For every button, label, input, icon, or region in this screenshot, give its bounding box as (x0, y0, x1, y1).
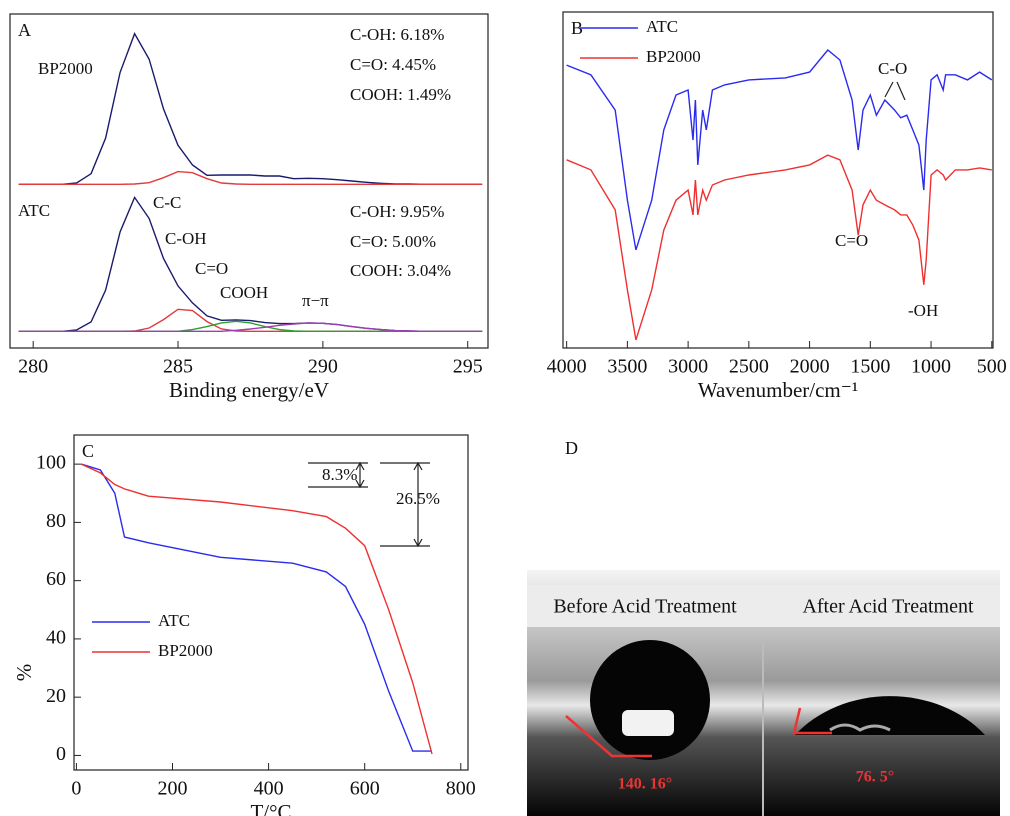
contact-angle: 76. 5° (856, 769, 894, 786)
annotation: π−π (302, 291, 329, 310)
photo-caption: After Acid Treatment (802, 596, 974, 618)
annotation: -OH (908, 301, 938, 320)
y-tick-label: 60 (46, 568, 66, 590)
plot-frame (9, 13, 489, 349)
angle-line (565, 715, 652, 758)
contact-angle-photo (527, 570, 1000, 816)
x-axis-label: T/°C (250, 800, 291, 816)
arrow (884, 81, 894, 98)
contact-angle: 140. 16° (618, 776, 672, 793)
panel-label: D (565, 438, 578, 458)
legend-label: BP2000 (646, 47, 701, 66)
annotation: C-OH: 6.18% (350, 25, 444, 44)
x-tick-label: 800 (446, 778, 476, 800)
legend-label: ATC (158, 611, 190, 630)
x-tick-label: 400 (254, 778, 284, 800)
y-tick-label: 40 (46, 627, 66, 649)
x-tick-label: 200 (158, 778, 188, 800)
droplet-before (590, 640, 710, 760)
photo-caption: Before Acid Treatment (553, 596, 737, 618)
annotation: C=O (195, 259, 228, 278)
plot-frame (562, 11, 994, 349)
x-tick-label: 3500 (607, 356, 647, 378)
y-tick-label: 20 (46, 685, 66, 707)
series-line (566, 154, 992, 341)
legend-label: ATC (646, 17, 678, 36)
series-line (18, 170, 483, 185)
annotation: C=O (835, 231, 868, 250)
annotation: C-C (153, 193, 181, 212)
angle-line (792, 707, 832, 735)
y-tick-label: 100 (36, 452, 66, 474)
annotation-arrows (308, 81, 906, 548)
panel-label: B (571, 18, 583, 38)
panel-label: C (82, 441, 94, 461)
annotation: COOH: 1.49% (350, 85, 451, 104)
annotation: C-OH (165, 229, 207, 248)
x-tick-label: 600 (350, 778, 380, 800)
arrow-heads (355, 461, 423, 548)
annotation: C=O: 4.45% (350, 55, 436, 74)
legend-label: BP2000 (158, 641, 213, 660)
x-tick-label: 280 (18, 356, 48, 378)
x-tick-label: 4000 (547, 356, 587, 378)
droplet-reflection (829, 723, 891, 732)
y-tick-label: 0 (56, 743, 66, 765)
annotation: BP2000 (38, 59, 93, 78)
x-tick-label: 290 (308, 356, 338, 378)
panel-label: A (18, 20, 31, 40)
x-tick-label: 285 (163, 356, 193, 378)
droplet-highlight (622, 710, 674, 736)
x-tick-label: 2500 (729, 356, 769, 378)
series-line (80, 463, 433, 755)
series-line (80, 463, 432, 752)
x-tick-label: 1000 (911, 356, 951, 378)
y-axis-label: % (12, 664, 36, 682)
caption-band (527, 585, 1000, 627)
x-tick-label: 2000 (790, 356, 830, 378)
annotation: ATC (18, 201, 50, 220)
arrow (896, 81, 906, 101)
plot-frame (73, 434, 469, 771)
annotation: 8.3% (322, 465, 357, 484)
annotation: 26.5% (396, 489, 440, 508)
annotation: COOH: 3.04% (350, 261, 451, 280)
x-tick-label: 1500 (850, 356, 890, 378)
series-line (566, 49, 993, 251)
x-tick-label: 0 (71, 778, 81, 800)
x-tick-label: 295 (453, 356, 483, 378)
y-tick-label: 80 (46, 510, 66, 532)
x-tick-label: 3000 (668, 356, 708, 378)
series-line (18, 322, 483, 332)
x-tick-label: 500 (977, 356, 1007, 378)
annotation: COOH (220, 283, 268, 302)
annotation: C=O: 5.00% (350, 232, 436, 251)
x-axis-label: Binding energy/eV (169, 378, 329, 402)
x-axis-label: Wavenumber/cm⁻¹ (698, 378, 858, 402)
annotation: C-O (878, 59, 907, 78)
annotation: C-OH: 9.95% (350, 202, 444, 221)
